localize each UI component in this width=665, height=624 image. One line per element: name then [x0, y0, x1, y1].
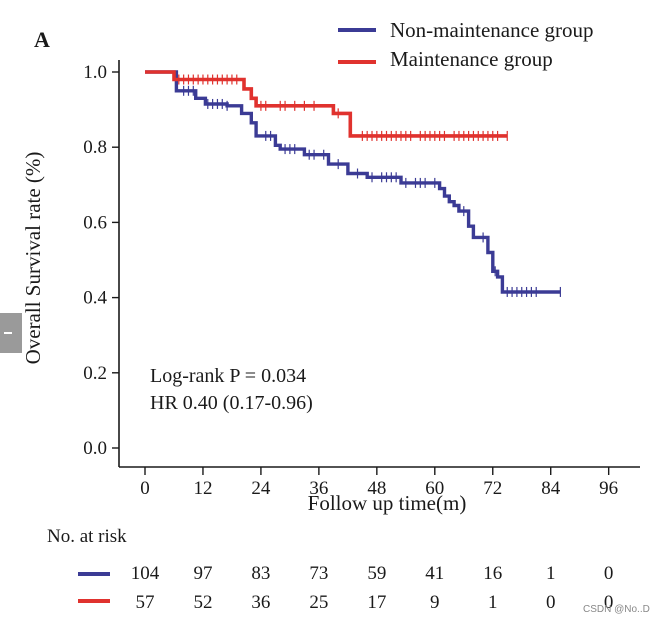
y-ticks: 0.0 0.2 0.4 0.6 0.8 1.0 — [83, 62, 119, 459]
legend-label-maintenance: Maintenance group — [390, 47, 553, 71]
risk-count: 83 — [251, 563, 270, 584]
risk-count: 59 — [367, 563, 386, 584]
x-tick-label: 60 — [425, 478, 444, 499]
y-tick-label: 0.0 — [83, 438, 107, 459]
x-tick-label: 96 — [599, 478, 618, 499]
x-tick-label: 0 — [140, 478, 150, 499]
risk-count: 25 — [309, 592, 328, 613]
risk-count: 57 — [136, 592, 155, 613]
legend: Non-maintenance group Maintenance group — [338, 18, 594, 71]
hr-annotation: HR 0.40 (0.17-0.96) — [150, 392, 313, 414]
risk-count: 9 — [430, 592, 440, 613]
logrank-annotation: Log-rank P = 0.034 — [150, 365, 306, 387]
x-ticks: 0 12 24 36 48 60 72 84 96 — [140, 467, 618, 499]
risk-table: 104 97 83 73 59 41 16 1 0 57 52 36 25 17 9 1 0 0 — [78, 563, 613, 613]
risk-count: 73 — [309, 563, 328, 584]
risk-count: 52 — [193, 592, 212, 613]
y-tick-label: 0.4 — [83, 288, 107, 309]
y-tick-label: 0.2 — [83, 363, 107, 384]
risk-count: 17 — [367, 592, 386, 613]
y-tick-label: 0.8 — [83, 137, 107, 158]
risk-count: 41 — [425, 563, 444, 584]
x-tick-label: 12 — [193, 478, 212, 499]
y-tick-label: 0.6 — [83, 212, 107, 233]
series-maintenance-line — [145, 70, 508, 138]
series-non-maintenance-line — [145, 70, 561, 294]
x-axis-title: Follow up time(m) — [308, 491, 467, 515]
risk-table-title: No. at risk — [47, 526, 127, 547]
x-tick-label: 48 — [367, 478, 386, 499]
watermark: CSDN @No..D — [583, 604, 650, 615]
side-collapse-tab[interactable] — [0, 313, 22, 353]
risk-count: 0 — [604, 563, 614, 584]
risk-count: 0 — [546, 592, 556, 613]
risk-count: 1 — [488, 592, 498, 613]
risk-count: 104 — [131, 563, 160, 584]
x-tick-label: 72 — [483, 478, 502, 499]
risk-count: 0 — [604, 592, 614, 613]
y-tick-label: 1.0 — [83, 62, 107, 83]
risk-count: 97 — [193, 563, 212, 584]
y-axis-title: Overall Survival rate (%) — [21, 152, 45, 365]
risk-count: 1 — [546, 563, 556, 584]
risk-count: 16 — [483, 563, 502, 584]
legend-label-non-maintenance: Non-maintenance group — [390, 18, 594, 42]
x-tick-label: 84 — [541, 478, 561, 499]
risk-count: 36 — [251, 592, 270, 613]
survival-curves — [145, 70, 561, 297]
collapse-icon — [4, 332, 12, 334]
x-tick-label: 24 — [251, 478, 271, 499]
x-tick-label: 36 — [309, 478, 328, 499]
panel-label: A — [34, 27, 50, 52]
